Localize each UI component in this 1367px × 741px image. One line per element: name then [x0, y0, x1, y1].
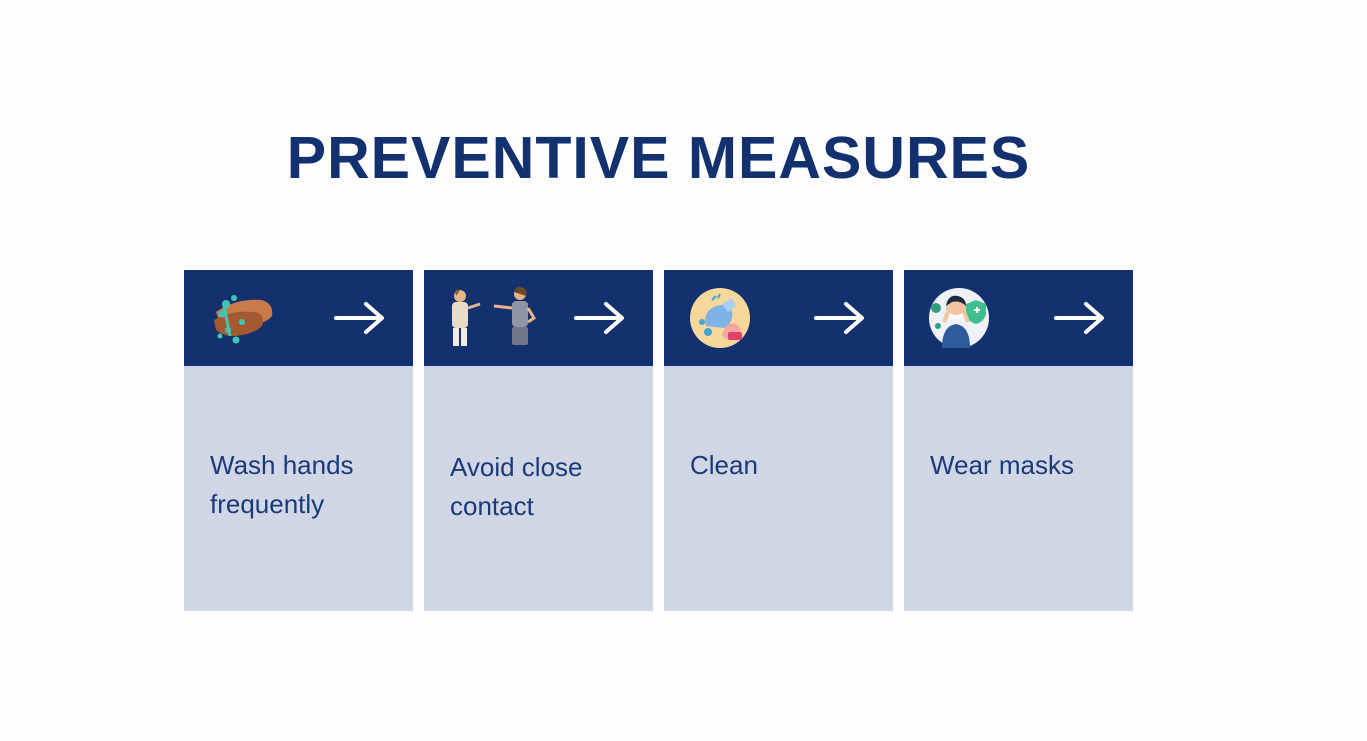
measures-cards: Wash hands frequently — [184, 270, 1133, 611]
mask-icon — [924, 282, 994, 352]
card-wash-hands: Wash hands frequently — [184, 270, 413, 611]
card-avoid-contact: Avoid close contact — [424, 270, 653, 611]
card-label: Clean — [690, 450, 758, 480]
card-header — [664, 270, 893, 366]
card-header — [424, 270, 653, 366]
arrow-right-icon — [334, 300, 386, 336]
card-header — [184, 270, 413, 366]
cleaning-icon — [688, 286, 752, 350]
card-clean: Clean — [664, 270, 893, 611]
arrow-right-icon — [1054, 300, 1106, 336]
hand-washing-icon — [206, 282, 276, 352]
card-header — [904, 270, 1133, 366]
arrow-right-icon — [814, 300, 866, 336]
card-wear-masks: Wear masks — [904, 270, 1133, 611]
card-label: Wash hands frequently — [210, 450, 354, 519]
card-label: Wear masks — [930, 450, 1074, 480]
arrow-right-icon — [574, 300, 626, 336]
card-label: Avoid close contact — [450, 452, 583, 521]
page-title: PREVENTIVE MEASURES — [286, 125, 1031, 191]
social-distance-icon — [442, 282, 542, 352]
